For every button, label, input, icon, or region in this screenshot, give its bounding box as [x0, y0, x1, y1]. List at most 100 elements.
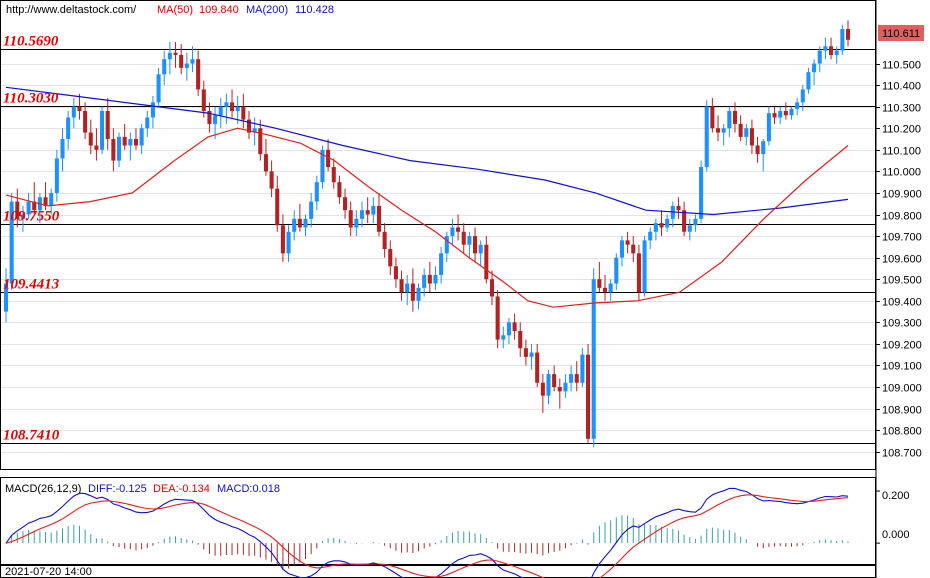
price-tick-label: 109.100: [882, 361, 922, 373]
candle-body: [422, 274, 427, 288]
candle-body: [162, 59, 167, 75]
candle-body: [682, 210, 687, 232]
price-tick-label: 109.800: [882, 211, 922, 223]
macd-diff: DIFF:-0.125: [88, 483, 147, 495]
candle: [326, 139, 331, 172]
candle-body: [179, 54, 184, 68]
candle: [574, 361, 579, 392]
candle: [105, 98, 110, 150]
price-tick-label: 109.000: [882, 383, 922, 395]
candle: [365, 197, 370, 224]
candle: [552, 365, 557, 392]
candle-body: [749, 128, 754, 146]
candle: [840, 24, 845, 55]
candle: [122, 123, 127, 150]
ma200-line: [5, 86, 849, 216]
candle: [444, 231, 449, 262]
candle-body: [721, 128, 726, 133]
candle: [77, 93, 82, 120]
candle: [337, 175, 342, 204]
candle: [602, 274, 608, 301]
price-tick-label: 108.700: [882, 448, 922, 460]
price-tick-label: 109.400: [882, 297, 922, 309]
candle-body: [83, 110, 88, 133]
candle: [354, 210, 359, 237]
candle-body: [388, 249, 393, 267]
candle-body: [806, 72, 811, 90]
candle: [749, 119, 754, 155]
candle: [648, 227, 653, 250]
candle: [207, 102, 212, 133]
candle: [732, 102, 738, 133]
ma50-label: MA(50): [157, 4, 193, 16]
candle-body: [156, 74, 161, 103]
candle-body: [845, 29, 851, 40]
candle: [715, 115, 721, 142]
candle: [128, 132, 133, 161]
candle: [201, 80, 206, 118]
candle: [433, 266, 438, 290]
source-url[interactable]: http://www.deltastock.com/: [6, 4, 137, 16]
candle-body: [540, 382, 545, 396]
candle-body: [625, 240, 630, 245]
candle: [303, 214, 308, 237]
candle-body: [687, 225, 692, 232]
candle: [162, 50, 167, 86]
candle-body: [399, 279, 404, 293]
candle-body: [648, 231, 653, 241]
candle-body: [580, 354, 585, 383]
candle-body: [834, 50, 839, 55]
candle: [54, 149, 59, 202]
candle: [286, 225, 291, 262]
candle: [309, 192, 314, 228]
candle: [693, 214, 698, 232]
candle-body: [795, 102, 800, 109]
macd-value: MACD:0.018: [217, 483, 280, 495]
candle: [405, 274, 410, 306]
candle: [116, 132, 122, 168]
candle-body: [665, 218, 670, 228]
price-tick-label: 109.700: [882, 232, 922, 244]
candle: [744, 123, 749, 146]
candle-body: [94, 145, 99, 150]
candle-body: [467, 236, 472, 245]
candle-body: [410, 283, 415, 301]
candle: [789, 106, 794, 120]
candle-body: [3, 283, 9, 312]
candle-body: [755, 145, 760, 155]
candle-body: [676, 205, 681, 211]
candle: [26, 192, 31, 219]
candle-body: [280, 225, 285, 254]
candle-body: [122, 136, 127, 146]
candle: [586, 343, 591, 444]
candle: [636, 244, 641, 301]
price-tick-label: 110.300: [882, 103, 921, 115]
candle: [591, 268, 596, 448]
candle: [834, 46, 839, 64]
macd-dea-line: [5, 494, 849, 578]
candle: [20, 205, 25, 232]
candle-body: [224, 102, 229, 107]
candle: [495, 289, 500, 349]
candle-body: [286, 231, 291, 254]
candle: [275, 175, 280, 232]
candle: [241, 93, 246, 129]
candle: [83, 102, 88, 140]
candle: [173, 41, 178, 68]
candle-body: [817, 50, 822, 64]
candle-body: [563, 382, 568, 392]
candle: [721, 123, 726, 146]
candle: [783, 102, 788, 120]
candle-body: [15, 201, 20, 219]
candle: [145, 110, 150, 137]
current-price-label: 110.611: [882, 28, 920, 40]
candle: [314, 175, 319, 211]
candle: [642, 236, 647, 297]
timestamp-label: 2021-07-20 14:00: [5, 566, 92, 578]
candle: [478, 240, 483, 267]
candle: [60, 128, 65, 172]
level-label: 110.5690: [3, 34, 59, 50]
candle: [320, 145, 325, 189]
candle-body: [196, 59, 201, 90]
candle: [427, 261, 432, 293]
